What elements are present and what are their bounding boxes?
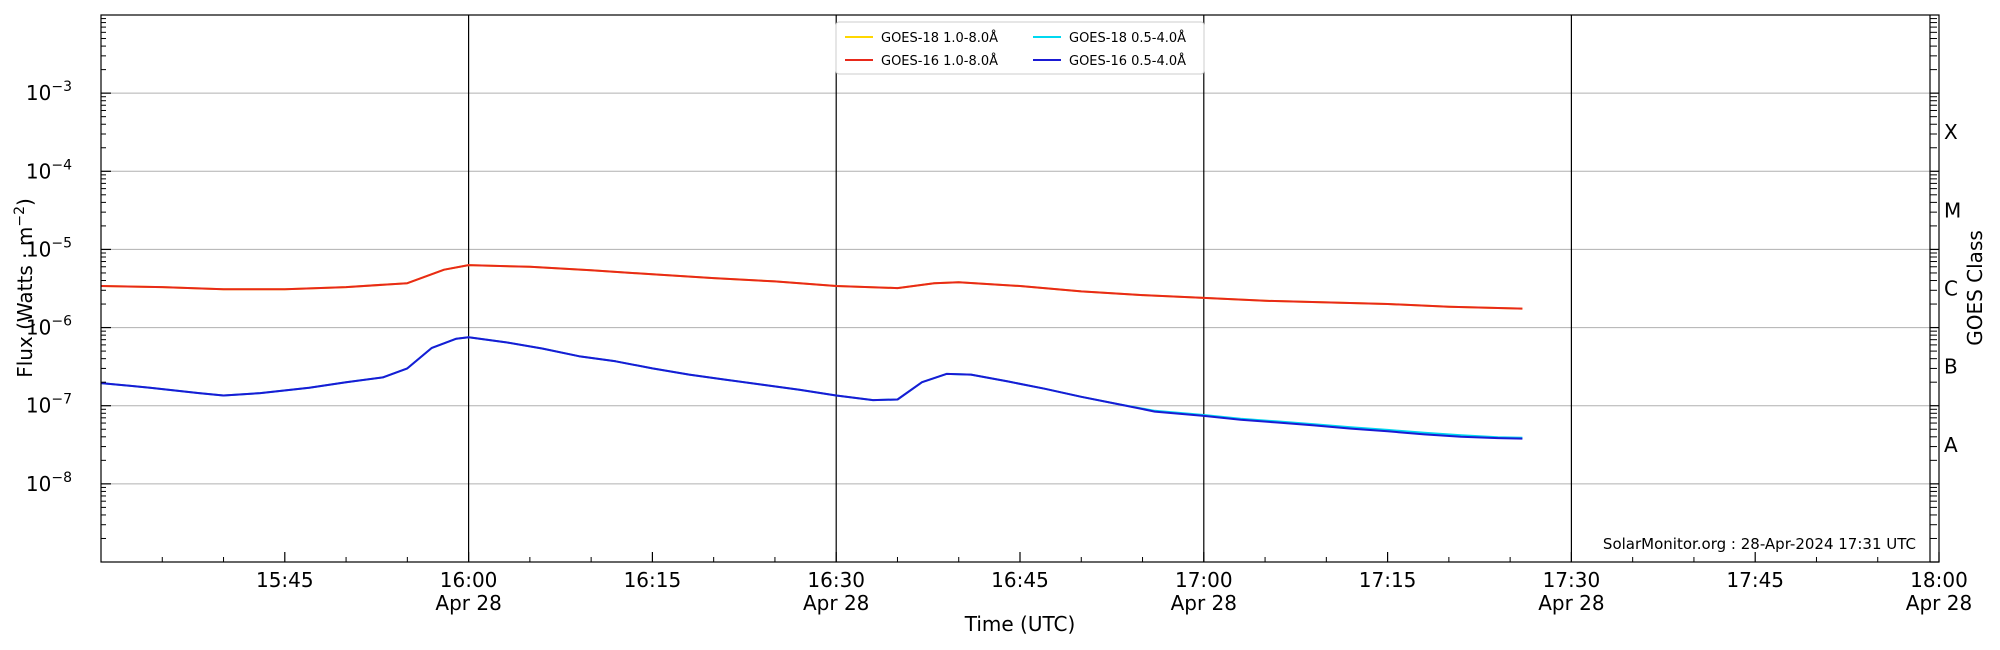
y-tick-label: 10−6 [26, 314, 72, 340]
y-axis-title: Flux (Watts · m−2) [12, 198, 37, 378]
y-axis-ticks: 10−8 10−7 10−6 10−5 10−4 10−3 [26, 18, 1939, 563]
y-tick-exponent: −3 [51, 79, 72, 95]
x-tick-label: 17:30 [1543, 568, 1601, 592]
x-tick-label: 17:00 [1175, 568, 1233, 592]
y-tick-exponent: −4 [51, 157, 72, 173]
x-tick-date-label: Apr 28 [435, 591, 501, 615]
y2-axis-title: GOES Class [1963, 230, 1987, 346]
x-tick-date-label: Apr 28 [803, 591, 869, 615]
y-tick-label: 10−4 [26, 157, 72, 183]
x-tick-label: 17:45 [1726, 568, 1784, 592]
x-axis-title: Time (UTC) [964, 612, 1076, 636]
x-tick-date-label: Apr 28 [1906, 591, 1972, 615]
day-marker-lines [468, 15, 1573, 562]
legend-box [835, 21, 1205, 75]
goes-class-label-m: M [1944, 198, 1961, 222]
goes-class-label-c: C [1944, 277, 1958, 301]
credit-text: SolarMonitor.org : 28-Apr-2024 17:31 UTC [1603, 535, 1916, 553]
series-lines [100, 264, 1523, 440]
x-tick-date-label: Apr 28 [1538, 591, 1604, 615]
y-tick-label: 10−7 [26, 392, 72, 418]
y-tick-exponent: −6 [51, 314, 72, 330]
x-tick-label: 16:45 [991, 568, 1049, 592]
x-tick-label: 18:00 [1910, 568, 1968, 592]
x-tick-label: 16:15 [624, 568, 682, 592]
x-tick-label: 16:00 [440, 568, 498, 592]
goes-class-axis: A B C M X [1944, 120, 1961, 457]
y-tick-exponent: −8 [51, 470, 72, 486]
horizontal-gridlines [101, 92, 1939, 485]
y-tick-exponent: −5 [51, 235, 72, 251]
x-tick-label: 17:15 [1359, 568, 1417, 592]
goes-class-label-a: A [1944, 433, 1958, 457]
goes-class-label-x: X [1944, 120, 1958, 144]
legend-label: GOES-16 1.0-8.0Å [881, 53, 998, 69]
y-tick-label: 10−5 [26, 235, 72, 261]
x-tick-label: 15:45 [256, 568, 314, 592]
y-tick-label: 10−8 [26, 470, 72, 496]
goes-class-label-b: B [1944, 355, 1958, 379]
y-tick-exponent: −7 [51, 392, 72, 408]
x-tick-date-label: Apr 28 [1171, 591, 1237, 615]
y-tick-label: 10−3 [26, 79, 72, 105]
legend-label: GOES-16 0.5-4.0Å [1069, 53, 1186, 69]
legend-label: GOES-18 0.5-4.0Å [1069, 30, 1186, 46]
series-line-4 [100, 336, 1523, 440]
x-tick-label: 16:30 [807, 568, 865, 592]
legend-label: GOES-18 1.0-8.0Å [881, 30, 998, 46]
legend: GOES-18 1.0-8.0Å GOES-18 0.5-4.0Å GOES-16 … [835, 21, 1205, 75]
series-line-2 [100, 264, 1523, 310]
